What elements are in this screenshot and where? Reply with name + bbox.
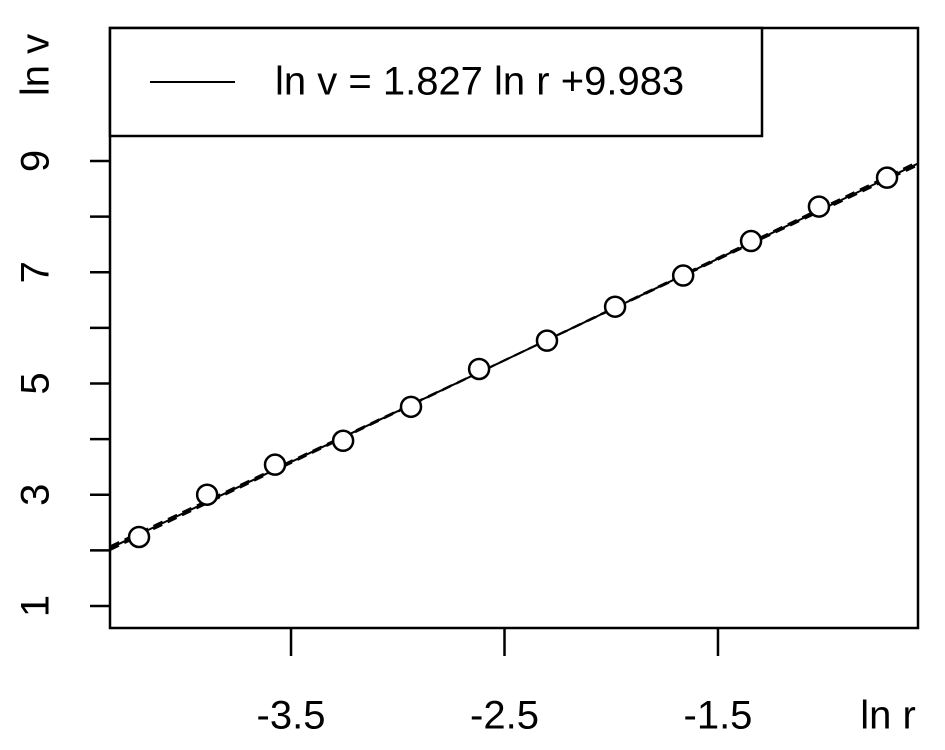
point bbox=[535, 329, 559, 352]
y-tick-label: 1 bbox=[14, 595, 58, 617]
point bbox=[671, 264, 695, 287]
fit-line bbox=[110, 162, 918, 550]
y-axis-label: ln v bbox=[14, 34, 58, 96]
point bbox=[127, 525, 151, 549]
point bbox=[195, 483, 219, 506]
x-tick-label: -1.5 bbox=[684, 694, 753, 738]
point bbox=[467, 357, 491, 381]
point bbox=[807, 195, 831, 218]
point bbox=[739, 229, 763, 253]
x-axis-label: ln r bbox=[860, 694, 916, 738]
x-tick-label: -3.5 bbox=[257, 694, 326, 738]
point bbox=[603, 295, 627, 318]
point bbox=[875, 166, 899, 189]
point bbox=[263, 453, 287, 476]
y-tick-label: 5 bbox=[14, 372, 58, 394]
point bbox=[399, 395, 423, 419]
x-tick-label: -2.5 bbox=[470, 694, 539, 738]
y-tick-label: 7 bbox=[14, 261, 58, 283]
legend-label: ln v = 1.827 ln r +9.983 bbox=[275, 60, 684, 104]
band-line bbox=[110, 164, 918, 548]
y-tick-label: 3 bbox=[14, 484, 58, 506]
point bbox=[331, 429, 355, 453]
y-tick-label: 9 bbox=[14, 150, 58, 172]
